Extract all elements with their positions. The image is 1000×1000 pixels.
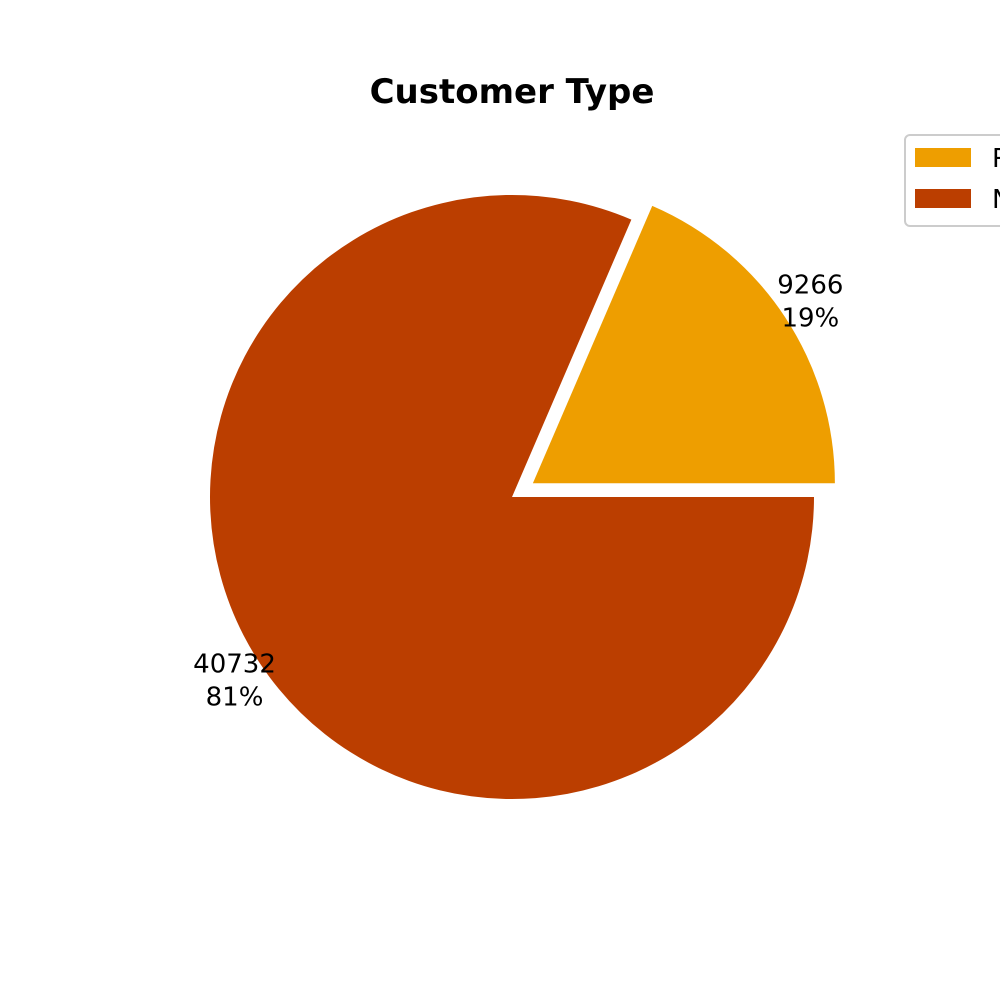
data-label-value: 40732 (193, 650, 276, 680)
legend-swatch-n (915, 189, 971, 208)
pie-slice-n (210, 194, 815, 799)
chart-title: Customer Type (370, 72, 655, 112)
legend-label-n: N (992, 185, 1000, 215)
pie-slice-r (532, 205, 835, 484)
data-label-r: 9266 19% (777, 271, 843, 334)
data-label-percent: 19% (781, 304, 839, 334)
legend: RN (904, 134, 1000, 227)
data-label-n: 40732 81% (193, 650, 276, 713)
pie-data-labels: 9266 19% 40732 81% (193, 271, 843, 713)
data-label-value: 9266 (777, 271, 843, 301)
pie-slices (210, 194, 835, 799)
data-label-percent: 81% (206, 683, 264, 713)
legend-swatch-r (915, 148, 971, 167)
legend-label-r: R (992, 144, 1000, 174)
